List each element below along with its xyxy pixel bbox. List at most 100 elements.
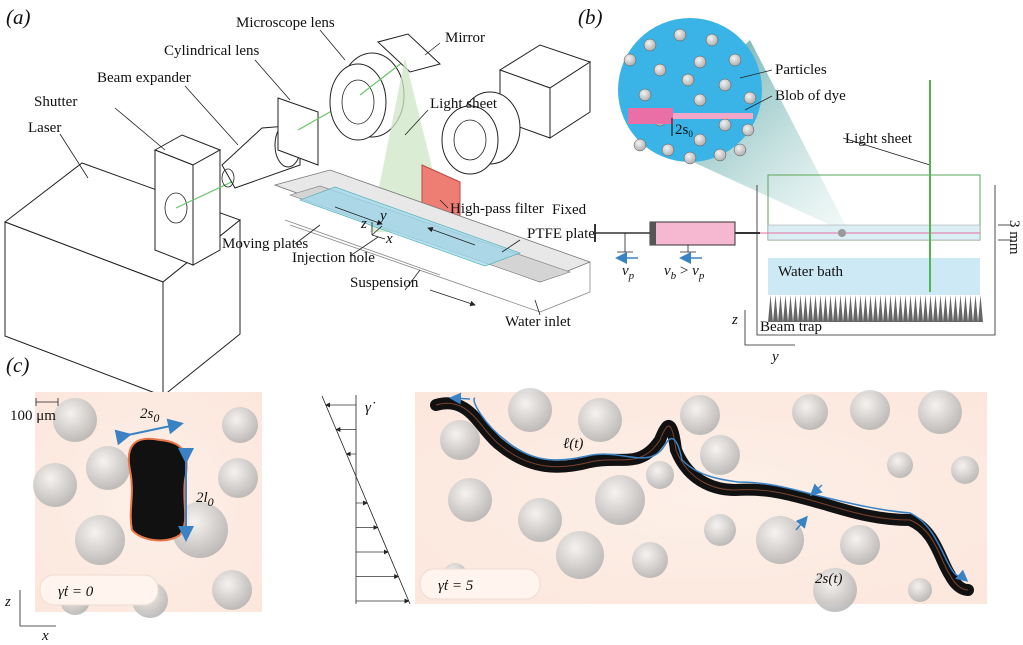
panel-c: (c) 2s0 2l0 100 μm γ̇t = 0 z x γ̇ ℓ(t) 2… — [4, 353, 987, 644]
profile-line — [322, 396, 410, 604]
figure: (a) — [0, 0, 1023, 645]
camera-lens — [442, 106, 498, 174]
particle — [694, 134, 706, 146]
sphere — [700, 435, 740, 475]
shear-label: γ̇ — [365, 400, 376, 416]
sphere — [756, 516, 804, 564]
particle — [734, 144, 746, 156]
callout: Shutter — [34, 94, 77, 110]
sphere — [53, 398, 97, 442]
callout: Injection hole — [292, 250, 375, 266]
plate-edge — [540, 292, 590, 312]
sphere — [951, 456, 979, 484]
callout: PTFE plate — [527, 226, 595, 242]
particle — [706, 34, 718, 46]
velocity-label: vp — [622, 263, 635, 282]
callout: Particles — [775, 62, 827, 78]
axis-label: x — [385, 231, 393, 247]
particle — [654, 64, 666, 76]
sphere — [850, 390, 890, 430]
sphere — [440, 420, 480, 460]
callout: Beam expander — [97, 70, 191, 86]
axis-label: y — [378, 208, 387, 224]
panel-a: (a) — [5, 5, 595, 396]
dye-blob — [129, 439, 187, 541]
callout: Mirror — [445, 30, 485, 46]
sphere — [632, 542, 668, 578]
sphere — [518, 498, 562, 542]
sphere — [646, 461, 674, 489]
sphere — [887, 452, 913, 478]
particle — [729, 54, 741, 66]
callout: Water inlet — [505, 314, 572, 330]
callout: Water bath — [778, 264, 844, 280]
particle — [662, 144, 674, 156]
axis-label: z — [4, 594, 11, 610]
sphere — [680, 395, 720, 435]
panel-b: (b) 2s0 Particles Blob of dye Light shee… — [578, 5, 1022, 365]
callout: Suspension — [350, 275, 419, 291]
sphere — [222, 407, 258, 443]
sphere — [840, 525, 880, 565]
syringe — [650, 222, 735, 245]
plunger — [650, 222, 656, 245]
particle — [639, 89, 651, 101]
particle — [682, 74, 694, 86]
particle — [694, 94, 706, 106]
sphere — [448, 478, 492, 522]
panel-label: (c) — [6, 353, 29, 377]
sphere — [212, 570, 252, 610]
axis-label: z — [731, 312, 738, 328]
particle — [634, 139, 646, 151]
callout: Fixed — [552, 202, 587, 218]
particle — [624, 54, 636, 66]
particle — [744, 92, 756, 104]
sphere — [556, 531, 604, 579]
velocity-label: vb > vp — [664, 263, 705, 282]
particle — [644, 39, 656, 51]
callout: High-pass filter — [450, 201, 544, 217]
particle — [684, 152, 696, 164]
callout: Light sheet — [845, 131, 913, 147]
plate-arrow — [430, 290, 475, 305]
callout: Beam trap — [760, 319, 822, 335]
sphere — [86, 446, 130, 490]
length-label: ℓ(t) — [563, 436, 583, 452]
shutter — [193, 150, 220, 265]
centerline — [452, 398, 470, 399]
callout: Light sheet — [430, 96, 498, 112]
callout: Cylindrical lens — [164, 43, 260, 59]
panel-label: (b) — [578, 5, 603, 29]
sphere — [704, 514, 736, 546]
axis-label: y — [770, 349, 779, 365]
sphere — [218, 458, 258, 498]
callout: Blob of dye — [775, 88, 846, 104]
sphere — [918, 390, 962, 434]
sphere — [908, 578, 932, 602]
microscope-lens — [330, 64, 386, 140]
beam-trap — [768, 295, 983, 322]
sphere — [508, 388, 552, 432]
callout: Microscope lens — [236, 15, 335, 31]
axis-label: x — [41, 628, 49, 644]
particle — [742, 124, 754, 136]
needle — [628, 108, 673, 124]
particle — [719, 79, 731, 91]
sphere — [33, 463, 77, 507]
sphere — [595, 475, 645, 525]
sphere — [75, 515, 125, 565]
axis-label: z — [360, 216, 367, 232]
sphere — [578, 398, 622, 442]
width-label: 2s(t) — [815, 571, 843, 587]
scale-label: 100 μm — [10, 408, 56, 424]
particle — [719, 119, 731, 131]
particle — [714, 149, 726, 161]
needle-tip — [838, 229, 846, 237]
particle — [674, 29, 686, 41]
strain-label: γ̇t = 0 — [58, 584, 94, 600]
sphere — [792, 394, 828, 430]
strain-label: γ̇t = 5 — [438, 578, 474, 594]
particle — [694, 56, 706, 68]
callout: Laser — [28, 120, 61, 136]
panel-label: (a) — [6, 5, 31, 29]
